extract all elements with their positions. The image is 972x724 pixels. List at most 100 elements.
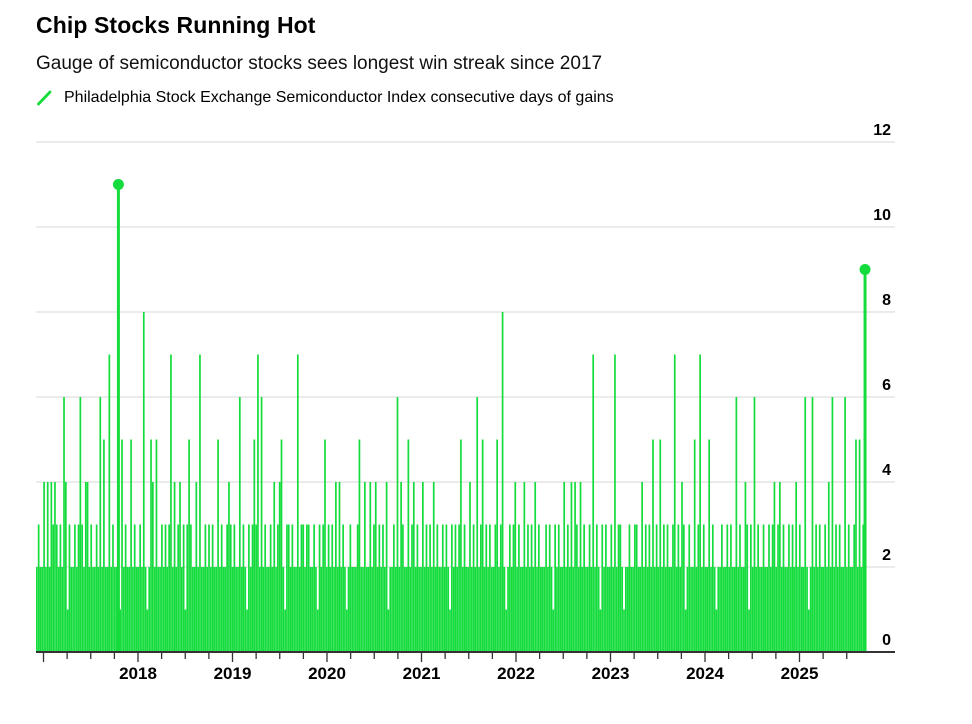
legend: Philadelphia Stock Exchange Semiconducto…: [36, 89, 614, 107]
bar: [182, 524, 185, 652]
bar: [177, 524, 180, 652]
bar: [791, 524, 794, 652]
bar: [824, 524, 827, 652]
bar: [37, 524, 40, 652]
bar: [525, 567, 527, 652]
bar: [793, 567, 796, 652]
bar: [260, 397, 263, 652]
bar: [837, 567, 839, 652]
bar: [360, 567, 363, 652]
bar: [436, 524, 439, 652]
bar: [731, 567, 734, 652]
bar: [663, 524, 665, 652]
bar: [318, 524, 321, 652]
bar: [135, 567, 138, 652]
bar: [108, 354, 111, 652]
bar: [846, 567, 848, 652]
bar: [215, 567, 218, 652]
bar: [57, 567, 60, 652]
bar: [853, 524, 856, 652]
bar: [467, 567, 470, 652]
bar: [820, 567, 823, 652]
bar: [122, 567, 125, 652]
bar: [320, 567, 323, 652]
bar: [309, 567, 312, 652]
bar: [231, 567, 234, 652]
bar: [626, 567, 629, 652]
bar: [750, 524, 752, 652]
bar: [541, 567, 544, 652]
bar: [132, 567, 134, 652]
bar: [106, 567, 109, 652]
bar: [536, 567, 538, 652]
x-axis-label: 2025: [781, 664, 819, 683]
bar: [65, 482, 67, 652]
bar: [614, 354, 616, 652]
bar: [286, 524, 288, 652]
bar: [505, 609, 508, 652]
bar: [487, 567, 489, 652]
bar: [130, 439, 132, 652]
bar: [155, 439, 158, 652]
bar: [610, 524, 613, 652]
bar: [449, 609, 451, 652]
bar: [608, 567, 611, 652]
bar: [277, 524, 279, 652]
chart-subtitle: Gauge of semiconductor stocks sees longe…: [36, 53, 603, 74]
bar: [195, 482, 198, 652]
x-axis-label: 2021: [403, 664, 441, 683]
bar: [364, 482, 366, 652]
bar: [162, 567, 165, 652]
bar: [481, 439, 484, 652]
bar: [420, 567, 422, 652]
bar: [367, 567, 370, 652]
bar: [804, 397, 807, 652]
bar: [704, 567, 707, 652]
bar: [84, 482, 87, 652]
bar: [311, 567, 314, 652]
bar: [121, 439, 123, 652]
bar: [822, 567, 825, 652]
bar: [88, 567, 91, 652]
bar: [806, 567, 808, 652]
bar: [574, 482, 576, 652]
bar: [795, 482, 798, 652]
bar: [168, 524, 170, 652]
bar: [391, 567, 393, 652]
bar: [682, 524, 685, 652]
bar: [206, 567, 209, 652]
bar: [345, 609, 348, 652]
bar: [179, 482, 181, 652]
bar: [679, 567, 682, 652]
bar: [485, 524, 488, 652]
bar: [322, 524, 325, 652]
bar: [668, 567, 671, 652]
bar: [344, 567, 346, 652]
bar: [423, 567, 426, 652]
bar: [559, 567, 562, 652]
bar: [269, 524, 272, 652]
y-axis-label: 10: [873, 207, 891, 224]
bar: [713, 567, 716, 652]
bar: [461, 567, 464, 652]
bar: [441, 524, 444, 652]
bar: [362, 567, 364, 652]
bar: [204, 524, 207, 652]
bar: [619, 524, 622, 652]
bar: [393, 524, 395, 652]
bar: [603, 567, 605, 652]
bar: [249, 567, 252, 652]
bar: [550, 567, 553, 652]
bar: [374, 482, 377, 652]
bar: [463, 524, 466, 652]
bar: [315, 567, 317, 652]
bar: [188, 439, 190, 652]
bar: [499, 524, 502, 652]
x-axis-label: 2018: [119, 664, 157, 683]
bar: [93, 567, 96, 652]
bar: [115, 567, 118, 652]
bar: [514, 482, 517, 652]
bar: [605, 524, 607, 652]
bar: [342, 524, 344, 652]
bar: [768, 524, 770, 652]
